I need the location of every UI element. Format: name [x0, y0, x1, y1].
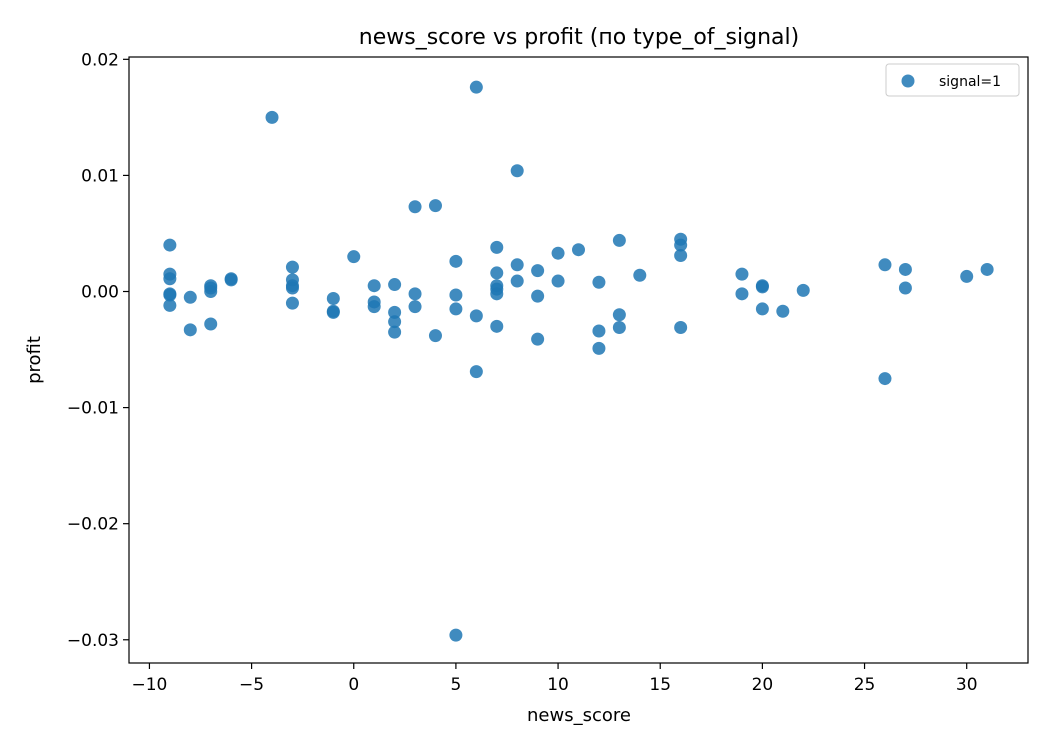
- data-point: [612, 233, 626, 247]
- y-tick-label: −0.03: [67, 631, 119, 651]
- data-point: [674, 238, 688, 252]
- data-point: [960, 269, 974, 283]
- x-tick-label: 20: [752, 675, 774, 695]
- data-point: [204, 285, 218, 299]
- data-point: [551, 246, 565, 260]
- data-point: [735, 287, 749, 301]
- y-tick-label: −0.02: [67, 515, 119, 535]
- data-point: [449, 288, 463, 302]
- data-point: [469, 309, 483, 323]
- data-point: [490, 287, 504, 301]
- data-point: [388, 305, 402, 319]
- data-point: [285, 281, 299, 295]
- legend-marker: [901, 74, 915, 88]
- plot-area: [163, 80, 994, 642]
- data-point: [428, 329, 442, 343]
- x-tick-label: 5: [450, 675, 461, 695]
- data-point: [469, 80, 483, 94]
- data-point: [408, 200, 422, 214]
- data-point: [980, 262, 994, 276]
- data-point: [388, 278, 402, 292]
- data-point: [633, 268, 647, 282]
- data-point: [367, 279, 381, 293]
- data-point: [755, 280, 769, 294]
- data-point: [878, 258, 892, 272]
- data-point: [531, 264, 545, 278]
- x-axis-label: news_score: [527, 705, 631, 726]
- y-tick-label: 0.02: [81, 50, 119, 70]
- x-tick-label: 25: [854, 675, 876, 695]
- data-point: [490, 240, 504, 254]
- data-point: [183, 290, 197, 304]
- data-point: [408, 287, 422, 301]
- legend: signal=1: [885, 63, 1020, 97]
- data-point: [592, 275, 606, 289]
- data-point: [326, 291, 340, 305]
- data-point: [490, 319, 504, 333]
- data-point: [326, 305, 340, 319]
- data-point: [163, 298, 177, 312]
- data-point: [898, 262, 912, 276]
- data-point: [183, 323, 197, 337]
- x-tick-label: 10: [547, 675, 569, 695]
- x-tick-label: 30: [956, 675, 978, 695]
- data-point: [388, 315, 402, 329]
- y-axis-label: profit: [24, 336, 45, 384]
- data-point: [551, 274, 565, 288]
- data-point: [388, 325, 402, 339]
- y-tick-label: −0.01: [67, 399, 119, 419]
- y-tick-label: 0.00: [81, 283, 119, 303]
- x-axis: −10 −5 0 5 10 15 20 25 30: [131, 663, 978, 695]
- data-point: [510, 274, 524, 288]
- data-point: [755, 302, 769, 316]
- data-point: [224, 273, 238, 287]
- data-point: [531, 289, 545, 303]
- data-point: [735, 267, 749, 281]
- data-point: [674, 249, 688, 263]
- x-tick-label: 15: [649, 675, 671, 695]
- data-point: [163, 238, 177, 252]
- data-point: [428, 199, 442, 213]
- chart-title: news_score vs profit (по type_of_signal): [359, 25, 799, 50]
- x-tick-label: −10: [131, 675, 167, 695]
- data-point: [449, 254, 463, 268]
- data-point: [612, 320, 626, 334]
- data-point: [898, 281, 912, 295]
- data-point: [878, 372, 892, 386]
- data-point: [592, 341, 606, 355]
- plot-frame: [128, 56, 1029, 664]
- data-point: [347, 250, 361, 264]
- data-point: [408, 300, 422, 314]
- data-point: [204, 317, 218, 331]
- data-point: [469, 365, 483, 379]
- data-point: [490, 266, 504, 280]
- data-point: [449, 628, 463, 642]
- data-point: [285, 260, 299, 274]
- data-point: [592, 324, 606, 338]
- data-point: [796, 283, 810, 297]
- data-point: [776, 304, 790, 318]
- data-point: [265, 110, 279, 124]
- data-point: [163, 272, 177, 286]
- y-axis: −0.03 −0.02 −0.01 0.00 0.01 0.02: [67, 50, 129, 651]
- data-point: [163, 288, 177, 302]
- y-tick-label: 0.01: [81, 166, 119, 186]
- data-point: [285, 296, 299, 310]
- data-point: [510, 258, 524, 272]
- data-point: [674, 320, 688, 334]
- x-tick-label: 0: [348, 675, 359, 695]
- data-point: [612, 308, 626, 322]
- data-point: [449, 302, 463, 316]
- legend-label: signal=1: [939, 74, 1001, 90]
- legend-box: [885, 63, 1020, 97]
- data-point: [510, 164, 524, 178]
- data-point: [572, 243, 585, 257]
- x-tick-label: −5: [239, 675, 264, 695]
- data-point: [367, 300, 381, 314]
- data-point: [531, 332, 545, 346]
